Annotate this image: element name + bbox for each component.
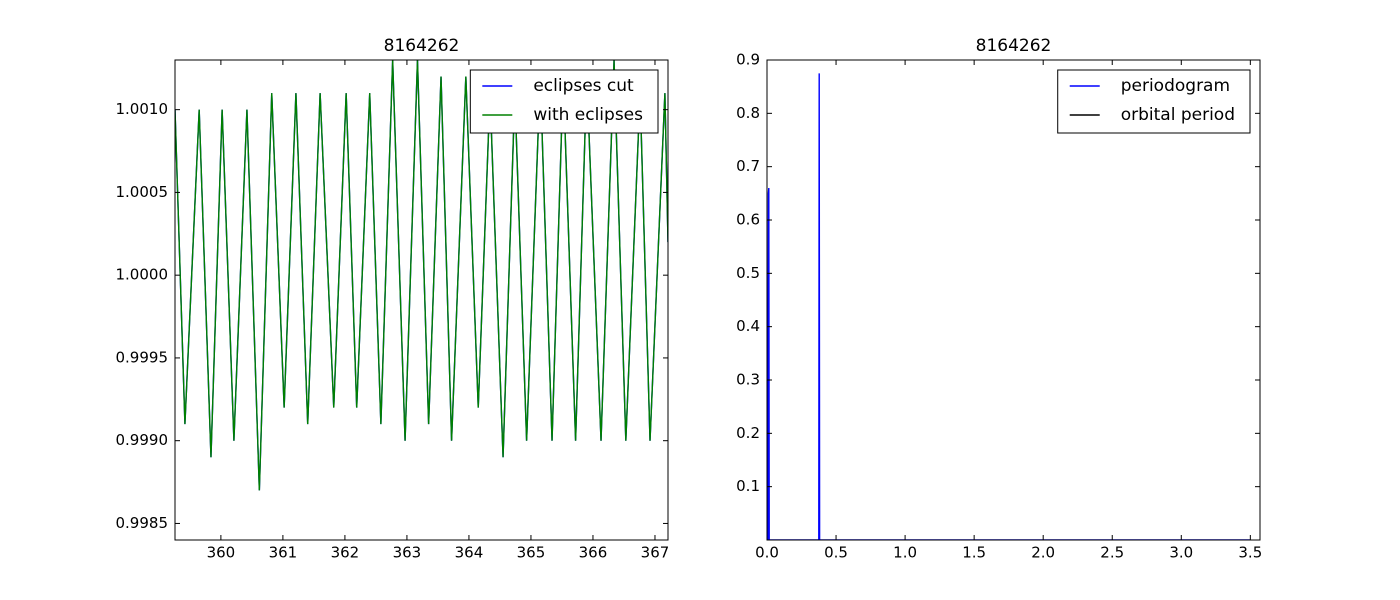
x-tick-label: 361 — [269, 544, 298, 562]
x-tick-label: 0.5 — [824, 544, 848, 562]
x-tick-label: 363 — [393, 544, 422, 562]
legend: periodogram orbital period — [1057, 69, 1251, 134]
y-tick-label: 0.4 — [736, 317, 760, 335]
y-tick-label: 0.1 — [736, 477, 760, 495]
x-tick-label: 2.5 — [1100, 544, 1124, 562]
data-line — [767, 73, 1251, 540]
y-tick-label: 0.8 — [736, 104, 760, 122]
y-tick-label: 1.0010 — [116, 100, 169, 118]
x-tick-label: 1.0 — [893, 544, 917, 562]
y-tick-label: 0.6 — [736, 211, 760, 229]
y-tick-label: 0.3 — [736, 371, 760, 389]
x-tick-label: 3.0 — [1169, 544, 1193, 562]
legend-box — [1057, 69, 1251, 134]
axes-frame — [174, 59, 669, 541]
legend-label: with eclipses — [533, 105, 643, 125]
legend-label: eclipses cut — [533, 76, 634, 96]
legend-label: orbital period — [1121, 105, 1235, 125]
plot-area — [767, 60, 1260, 540]
x-tick-label: 367 — [641, 544, 670, 562]
legend-box — [469, 69, 659, 134]
x-tick-label: 366 — [579, 544, 608, 562]
y-tick-label: 0.7 — [736, 157, 760, 175]
y-tick-label: 0.9990 — [116, 431, 169, 449]
x-tick-label: 360 — [207, 544, 236, 562]
y-tick-label: 0.5 — [736, 264, 760, 282]
x-tick-label: 364 — [455, 544, 484, 562]
x-tick-label: 362 — [331, 544, 360, 562]
x-tick-label: 2.0 — [1031, 544, 1055, 562]
axes-frame — [766, 59, 1261, 541]
chart-title: 8164262 — [384, 36, 460, 56]
x-tick-label: 0.0 — [755, 544, 779, 562]
y-tick-label: 1.0000 — [116, 266, 169, 284]
x-tick-label: 1.5 — [962, 544, 986, 562]
data-line — [175, 60, 668, 491]
y-tick-label: 0.9995 — [116, 348, 169, 366]
legend-label: periodogram — [1121, 76, 1230, 96]
x-tick-label: 3.5 — [1238, 544, 1262, 562]
y-tick-label: 1.0005 — [116, 183, 169, 201]
y-tick-label: 0.9 — [736, 51, 760, 69]
y-tick-label: 0.9985 — [116, 514, 169, 532]
chart-title: 8164262 — [976, 36, 1052, 56]
y-tick-label: 0.2 — [736, 424, 760, 442]
plot-area — [175, 60, 668, 540]
legend: eclipses cut with eclipses — [469, 69, 659, 134]
x-tick-label: 365 — [517, 544, 546, 562]
